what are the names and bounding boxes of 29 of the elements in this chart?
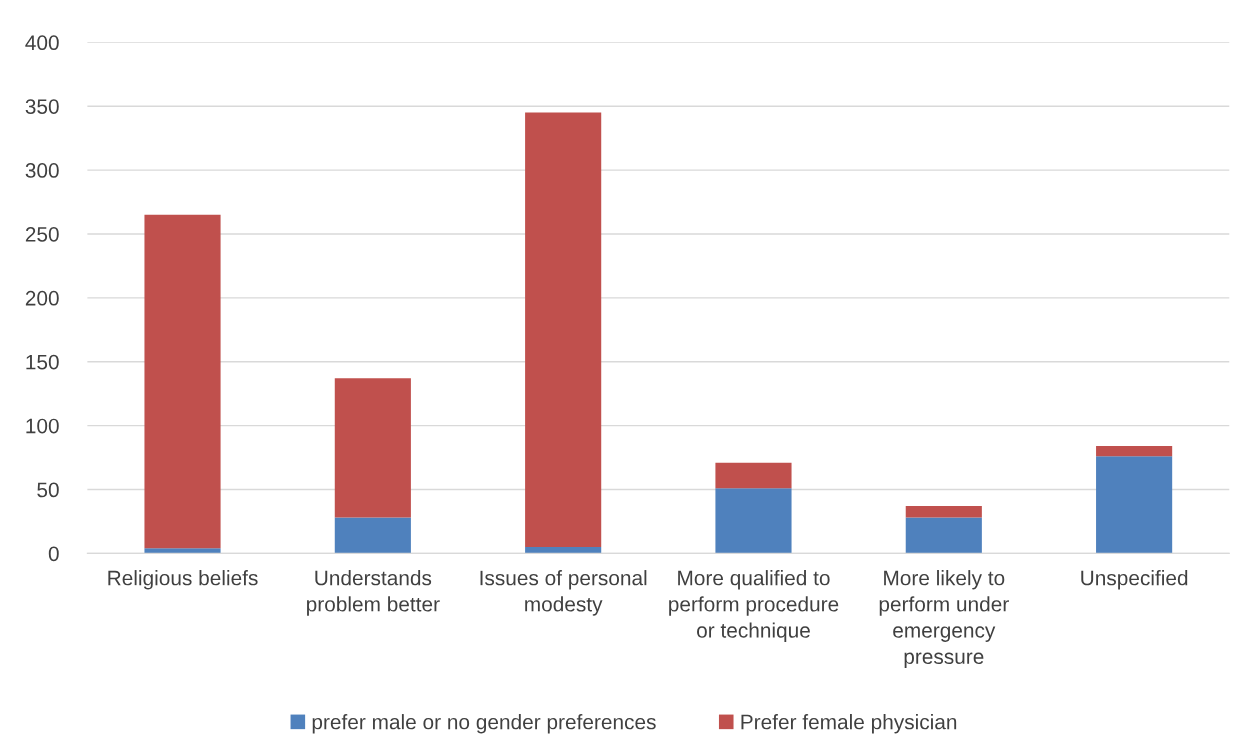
y-tick-label: 350 (25, 99, 59, 114)
bar (525, 547, 602, 554)
y-tick-label: 400 (25, 35, 59, 51)
y-tick-label: 150 (26, 354, 59, 370)
bar (715, 488, 792, 554)
x-tick-label: More likely to perform under emergency pressure (879, 570, 1009, 669)
x-tick-label: Religious beliefs (108, 570, 258, 590)
bar (334, 517, 411, 554)
y-tick-label: 0 (48, 546, 59, 562)
y-tick-label: 200 (25, 290, 59, 306)
bar (1096, 446, 1173, 457)
x-tick-label: Issues of personal modesty (480, 570, 647, 616)
x-tick-label: Understands problem better (307, 570, 440, 616)
y-tick-label: 50 (37, 482, 59, 498)
bar (1096, 456, 1173, 554)
y-tick-label: 100 (26, 418, 59, 434)
x-tick-label: Unspecified (1081, 570, 1188, 590)
bar (525, 112, 602, 547)
y-tick-label: 250 (25, 226, 59, 242)
bar (144, 214, 221, 549)
legend-label: Prefer female physician (741, 714, 957, 734)
legend-label: prefer male or no gender preferences (312, 714, 656, 734)
bar (144, 548, 221, 554)
bar (715, 462, 792, 489)
bar (334, 378, 411, 518)
x-tick-label: More qualified to perform procedure or technique (669, 570, 839, 642)
bar (905, 506, 982, 518)
y-tick-label: 300 (25, 163, 59, 178)
bar (905, 517, 982, 554)
